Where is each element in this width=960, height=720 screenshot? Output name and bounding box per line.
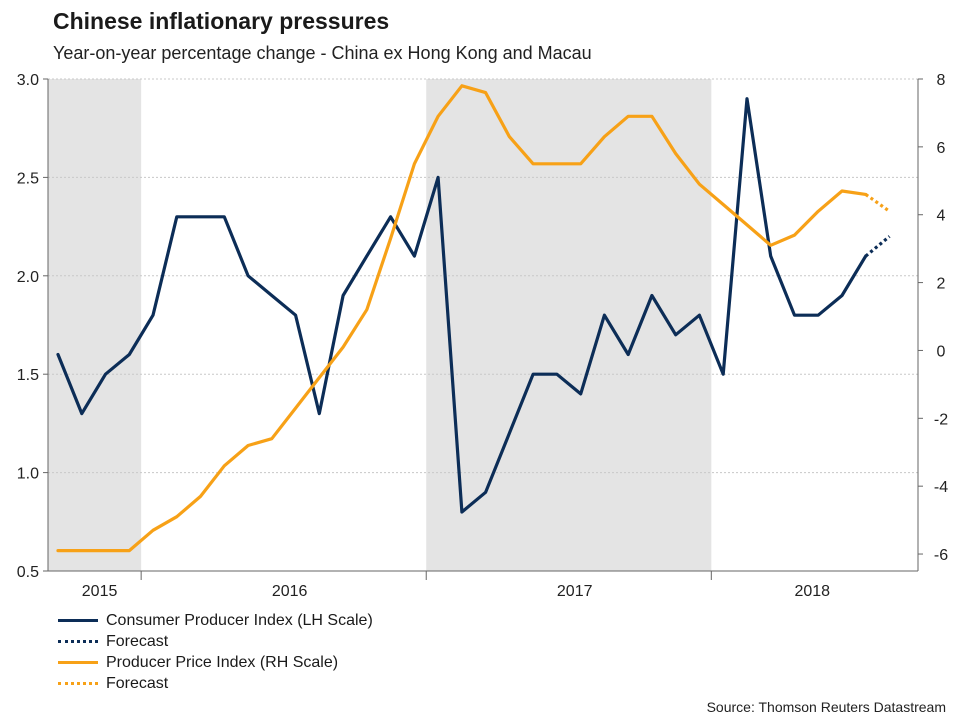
cpi-forecast-series-line <box>864 235 891 258</box>
legend-item-cpi: Consumer Producer Index (LH Scale) <box>58 610 373 631</box>
legend-swatch-ppi-forecast <box>58 682 98 685</box>
right-tick-label-3: 0 <box>937 343 946 360</box>
left-tick-label-1: 1.0 <box>17 466 39 483</box>
legend-item-ppi-forecast: Forecast <box>58 673 373 694</box>
right-tick-label-7: 8 <box>937 72 946 89</box>
legend-label-cpi-forecast: Forecast <box>106 632 169 650</box>
legend-swatch-cpi-forecast <box>58 640 98 643</box>
right-tick-label-2: -2 <box>934 411 948 428</box>
left-tick-label-2: 1.5 <box>17 367 39 384</box>
right-tick-label-0: -6 <box>934 547 948 564</box>
source-note: Source: Thomson Reuters Datastream <box>706 699 946 715</box>
year-label-2018: 2018 <box>794 583 830 600</box>
chart-title: Chinese inflationary pressures <box>53 8 390 34</box>
legend-swatch-cpi <box>58 619 98 622</box>
right-tick-label-1: -4 <box>934 479 948 496</box>
ppi-series-line <box>56 84 868 553</box>
shaded-band-0 <box>48 79 142 571</box>
right-tick-label-5: 4 <box>937 208 946 225</box>
legend-item-cpi-forecast: Forecast <box>58 631 373 652</box>
chart: 0.5 1.0 1.5 2.0 2.5 3.0 -6 -4 -2 0 2 4 6 8 2015 2016 201… <box>17 72 948 600</box>
left-tick-label-5: 3.0 <box>17 72 39 89</box>
legend-label-cpi: Consumer Producer Index (LH Scale) <box>106 611 373 629</box>
left-tick-label-4: 2.5 <box>17 170 39 187</box>
year-label-2015: 2015 <box>82 583 118 600</box>
legend-swatch-ppi <box>58 661 98 664</box>
cpi-series-line <box>56 97 868 514</box>
legend: Consumer Producer Index (LH Scale) Forec… <box>58 610 373 694</box>
ppi-forecast-series-line <box>864 193 891 213</box>
legend-item-ppi: Producer Price Index (RH Scale) <box>58 652 373 673</box>
chart-subtitle: Year-on-year percentage change - China e… <box>53 43 592 63</box>
year-label-2017: 2017 <box>557 583 593 600</box>
right-tick-label-4: 2 <box>937 276 946 293</box>
left-tick-label-0: 0.5 <box>17 564 39 581</box>
left-tick-label-3: 2.0 <box>17 269 39 286</box>
shaded-band-1 <box>426 79 712 571</box>
legend-label-ppi: Producer Price Index (RH Scale) <box>106 653 339 671</box>
year-label-2016: 2016 <box>272 583 308 600</box>
legend-label-ppi-forecast: Forecast <box>106 674 169 692</box>
right-tick-label-6: 6 <box>937 140 946 157</box>
